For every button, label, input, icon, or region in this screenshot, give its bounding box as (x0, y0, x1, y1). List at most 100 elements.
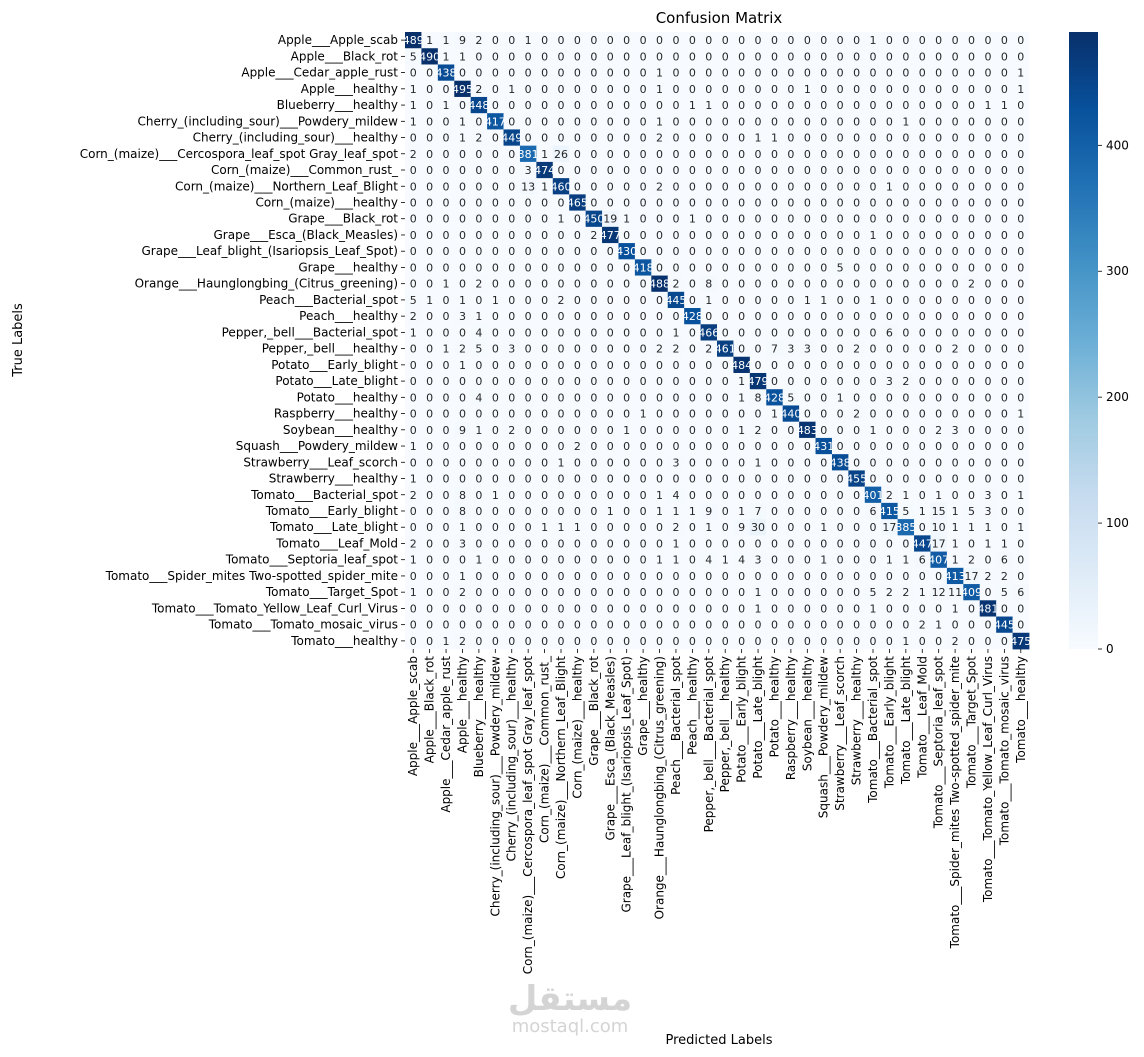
cell-value: 0 (574, 132, 581, 145)
cell-value: 0 (902, 326, 909, 339)
cell-value: 0 (952, 213, 959, 226)
cell-value: 0 (968, 83, 975, 96)
cell-value: 0 (410, 456, 417, 469)
heatmap-cell (437, 48, 455, 65)
cell-value: 0 (853, 310, 860, 323)
cell-value: 0 (590, 245, 597, 258)
heatmap-cell (503, 64, 521, 82)
cell-value: 1 (1017, 408, 1024, 421)
cell-value: 0 (672, 99, 679, 112)
cell-value: 0 (968, 294, 975, 307)
heatmap-cell (848, 80, 866, 98)
heatmap-cell (864, 113, 882, 130)
cell-value: 0 (541, 34, 548, 47)
cell-value: 3 (804, 343, 811, 356)
cell-value: 0 (426, 343, 433, 356)
cell-value: 0 (590, 196, 597, 209)
heatmap-cell (519, 32, 537, 49)
heatmap-cell (848, 96, 866, 114)
cell-value: 0 (968, 34, 975, 47)
cell-value: 0 (837, 619, 844, 632)
heatmap-cell (749, 96, 767, 114)
cell-value: 1 (558, 213, 565, 226)
cell-value: 0 (919, 408, 926, 421)
cell-value: 0 (722, 619, 729, 632)
cell-value: 0 (886, 164, 893, 177)
cell-value: 413 (945, 570, 966, 583)
cell-value: 0 (1001, 67, 1008, 80)
cell-value: 0 (968, 164, 975, 177)
heatmap-cell (651, 161, 669, 179)
cell-value: 0 (853, 456, 860, 469)
cell-value: 1 (443, 34, 450, 47)
cell-value: 0 (853, 180, 860, 193)
cell-value: 1 (952, 554, 959, 567)
cell-value: 0 (705, 196, 712, 209)
x-tick-label: Potato___healthy (767, 656, 781, 757)
cell-value: 0 (1001, 505, 1008, 518)
heatmap-cell (815, 96, 833, 114)
x-tick-label: Tomato___Spider_mites Two-spotted_spider… (948, 656, 962, 949)
cell-value: 0 (804, 635, 811, 648)
cell-value: 0 (443, 424, 450, 437)
heatmap-cell (996, 129, 1013, 147)
heatmap-cell (684, 64, 701, 82)
heatmap-cell (503, 161, 521, 179)
cell-value: 1 (410, 326, 417, 339)
cell-value: 0 (607, 473, 614, 486)
cell-value: 0 (590, 148, 597, 161)
cell-value: 0 (656, 213, 663, 226)
cell-value: 0 (640, 586, 647, 599)
cell-value: 0 (492, 619, 499, 632)
cell-value: 0 (672, 115, 679, 128)
cell-value: 0 (640, 245, 647, 258)
cell-value: 0 (738, 602, 745, 615)
cell-value: 0 (689, 67, 696, 80)
cell-value: 0 (771, 278, 778, 291)
cell-value: 0 (820, 408, 827, 421)
cell-value: 0 (459, 456, 466, 469)
cell-value: 0 (508, 67, 515, 80)
cell-value: 0 (426, 554, 433, 567)
cell-value: 6 (870, 505, 877, 518)
cell-value: 0 (459, 148, 466, 161)
cell-value: 0 (755, 261, 762, 274)
heatmap-cell (897, 64, 915, 82)
heatmap-cell (749, 64, 767, 82)
heatmap-cell (930, 32, 948, 49)
cell-value: 0 (787, 67, 794, 80)
heatmap-cell (470, 178, 488, 195)
cell-value: 11 (948, 586, 962, 599)
heatmap-cell (421, 32, 439, 49)
heatmap-cell (651, 113, 669, 130)
cell-value: 2 (853, 408, 860, 421)
cell-value: 0 (443, 294, 450, 307)
cell-value: 0 (919, 278, 926, 291)
cell-value: 0 (574, 343, 581, 356)
cell-value: 0 (837, 67, 844, 80)
cell-value: 0 (837, 473, 844, 486)
heatmap-cell (405, 129, 422, 147)
heatmap-cell (766, 145, 784, 163)
cell-value: 0 (459, 473, 466, 486)
cell-value: 0 (722, 391, 729, 404)
cell-value: 0 (935, 310, 942, 323)
cell-value: 0 (722, 164, 729, 177)
heatmap-cell (749, 80, 767, 98)
cell-value: 0 (705, 619, 712, 632)
cell-value: 0 (623, 359, 630, 372)
heatmap-cell (799, 178, 816, 195)
heatmap-cell (897, 80, 915, 98)
cell-value: 0 (541, 245, 548, 258)
heatmap-cell (684, 96, 701, 114)
cell-value: 0 (935, 261, 942, 274)
heatmap-cell (979, 64, 997, 82)
cell-value: 0 (574, 310, 581, 323)
heatmap-cell (946, 145, 964, 163)
cell-value: 0 (492, 586, 499, 599)
heatmap-cell (618, 32, 636, 49)
cell-value: 0 (525, 521, 532, 534)
cell-value: 0 (607, 310, 614, 323)
cell-value: 0 (590, 521, 597, 534)
